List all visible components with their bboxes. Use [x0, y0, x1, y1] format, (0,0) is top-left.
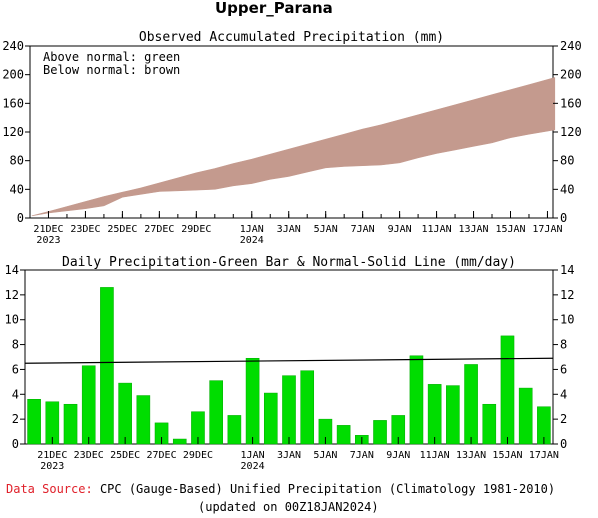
y-tick-label-right: 0	[560, 211, 567, 225]
daily-bar	[464, 364, 478, 445]
daily-bar	[282, 375, 296, 445]
y-tick-label-left: 14	[5, 263, 19, 277]
daily-bar	[427, 384, 442, 445]
y-tick-label-right: 14	[560, 263, 574, 277]
x-tick-label: 25DEC	[107, 224, 137, 235]
y-tick-label-right: 12	[560, 288, 574, 302]
y-tick-label-left: 80	[10, 154, 24, 168]
x-tick-sublabel: 2023	[40, 461, 64, 472]
daily-bar	[245, 357, 260, 445]
x-tick-label: 7JAN	[350, 450, 374, 461]
figure: Observed Accumulated Precipitation (mm) A…	[2, 30, 582, 472]
daily-bar	[263, 392, 278, 445]
y-tick-label-left: 6	[12, 362, 19, 376]
x-tick-label: 11JAN	[422, 224, 452, 235]
daily-bar	[336, 425, 351, 445]
daily-bar	[500, 335, 515, 445]
y-tick-label-right: 6	[560, 362, 567, 376]
x-tick-label: 27DEC	[146, 450, 176, 461]
x-tick-sublabel: 2024	[240, 235, 264, 246]
daily-bar	[100, 287, 114, 445]
x-tick-label: 1JAN	[240, 224, 264, 235]
x-tick-label: 7JAN	[351, 224, 375, 235]
legend-line: Above normal: green	[43, 50, 180, 64]
updated-note: (updated on 00Z18JAN2024)	[198, 500, 379, 514]
y-tick-label-left: 160	[2, 96, 24, 110]
x-tick-sublabel: 2024	[241, 461, 265, 472]
y-tick-label-left: 0	[17, 211, 24, 225]
daily-bar	[63, 403, 78, 445]
x-tick-label: 29DEC	[181, 224, 211, 235]
x-tick-sublabel: 2023	[36, 235, 60, 246]
x-tick-label: 27DEC	[144, 224, 174, 235]
daily-bar	[172, 438, 187, 445]
daily-bar	[518, 387, 533, 445]
y-tick-label-right: 200	[560, 68, 582, 82]
y-tick-label-left: 0	[12, 437, 19, 451]
y-tick-label-right: 40	[560, 182, 574, 196]
x-tick-label: 25DEC	[110, 450, 140, 461]
x-tick-label: 1JAN	[241, 450, 265, 461]
daily-bar	[118, 382, 132, 445]
x-tick-label: 9JAN	[386, 450, 410, 461]
y-tick-label-right: 10	[560, 313, 574, 327]
daily-bar	[27, 399, 41, 445]
y-tick-label-right: 160	[560, 96, 582, 110]
y-tick-label-left: 8	[12, 338, 19, 352]
normal-line	[24, 357, 554, 364]
x-tick-label: 15JAN	[495, 224, 525, 235]
daily-bar	[227, 415, 242, 445]
daily-bar	[209, 380, 223, 445]
data-source-text: CPC (Gauge-Based) Unified Precipitation …	[99, 482, 556, 496]
y-tick-label-left: 2	[12, 412, 19, 426]
y-tick-label-left: 10	[5, 313, 19, 327]
y-tick-label-left: 40	[10, 182, 24, 196]
daily-bar	[136, 395, 151, 445]
y-tick-label-right: 2	[560, 412, 567, 426]
daily-bar	[373, 420, 387, 445]
daily-bar	[482, 403, 497, 445]
x-tick-label: 29DEC	[183, 450, 213, 461]
y-tick-label-left: 200	[2, 68, 24, 82]
x-tick-label: 11JAN	[420, 450, 450, 461]
x-tick-label: 23DEC	[74, 450, 104, 461]
daily-bar	[81, 365, 96, 445]
y-tick-label-right: 4	[560, 387, 567, 401]
daily-bar	[300, 370, 315, 445]
y-tick-label-right: 120	[560, 125, 582, 139]
y-tick-label-right: 80	[560, 154, 574, 168]
y-tick-label-right: 240	[560, 39, 582, 53]
x-tick-label: 3JAN	[277, 450, 301, 461]
data-source-label: Data Source:	[6, 482, 93, 496]
data-source-line: Data Source: CPC (Gauge-Based) Unified P…	[6, 482, 555, 496]
x-tick-label: 21DEC	[33, 224, 63, 235]
daily-bar	[409, 355, 424, 445]
x-tick-label: 5JAN	[313, 450, 337, 461]
chart-title: Upper_Parana	[215, 0, 333, 17]
x-tick-label: 13JAN	[458, 224, 488, 235]
x-tick-label: 9JAN	[388, 224, 412, 235]
daily-title: Daily Precipitation-Green Bar & Normal-S…	[62, 255, 516, 270]
x-tick-label: 23DEC	[70, 224, 100, 235]
y-tick-label-left: 120	[2, 125, 24, 139]
x-tick-label: 21DEC	[37, 450, 67, 461]
x-tick-label: 17JAN	[529, 450, 559, 461]
x-tick-label: 17JAN	[532, 224, 562, 235]
y-tick-label-right: 8	[560, 338, 567, 352]
accumulated-title: Observed Accumulated Precipitation (mm)	[139, 30, 444, 45]
y-tick-label-left: 240	[2, 39, 24, 53]
y-tick-label-right: 0	[560, 437, 567, 451]
x-tick-label: 3JAN	[277, 224, 301, 235]
daily-bar	[446, 385, 460, 445]
x-tick-label: 13JAN	[456, 450, 486, 461]
y-tick-label-left: 4	[12, 387, 19, 401]
x-tick-label: 5JAN	[314, 224, 338, 235]
x-tick-label: 15JAN	[492, 450, 522, 461]
legend-line: Below normal: brown	[43, 63, 180, 77]
y-tick-label-left: 12	[5, 288, 19, 302]
